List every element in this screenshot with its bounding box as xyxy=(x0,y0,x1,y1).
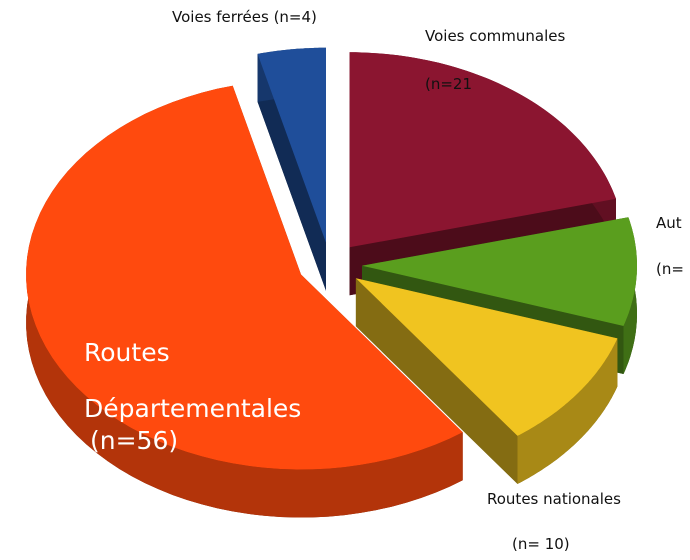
category: Routes nationales xyxy=(487,490,621,508)
category: Voies ferrées xyxy=(172,8,269,26)
category: Voies communales xyxy=(425,27,566,45)
slice-side xyxy=(517,338,618,484)
slice xyxy=(355,278,618,436)
slice-wall xyxy=(355,278,518,484)
category: Aut xyxy=(656,214,682,232)
slice-wall xyxy=(257,53,326,291)
value-label: (n= xyxy=(656,260,684,278)
slice-side xyxy=(26,85,463,518)
value-label: (n=21 xyxy=(425,75,473,93)
value-label: (n=4) xyxy=(273,8,317,26)
label-ferrees: Voies ferrées (n=4) xyxy=(172,8,317,26)
value-label: (n= 10) xyxy=(512,535,570,553)
slice xyxy=(257,47,326,243)
value-label: (n=56) xyxy=(90,426,179,455)
slice xyxy=(362,217,637,326)
slice xyxy=(26,85,463,470)
slice xyxy=(349,52,616,248)
category: Routes Départementales xyxy=(84,338,302,423)
